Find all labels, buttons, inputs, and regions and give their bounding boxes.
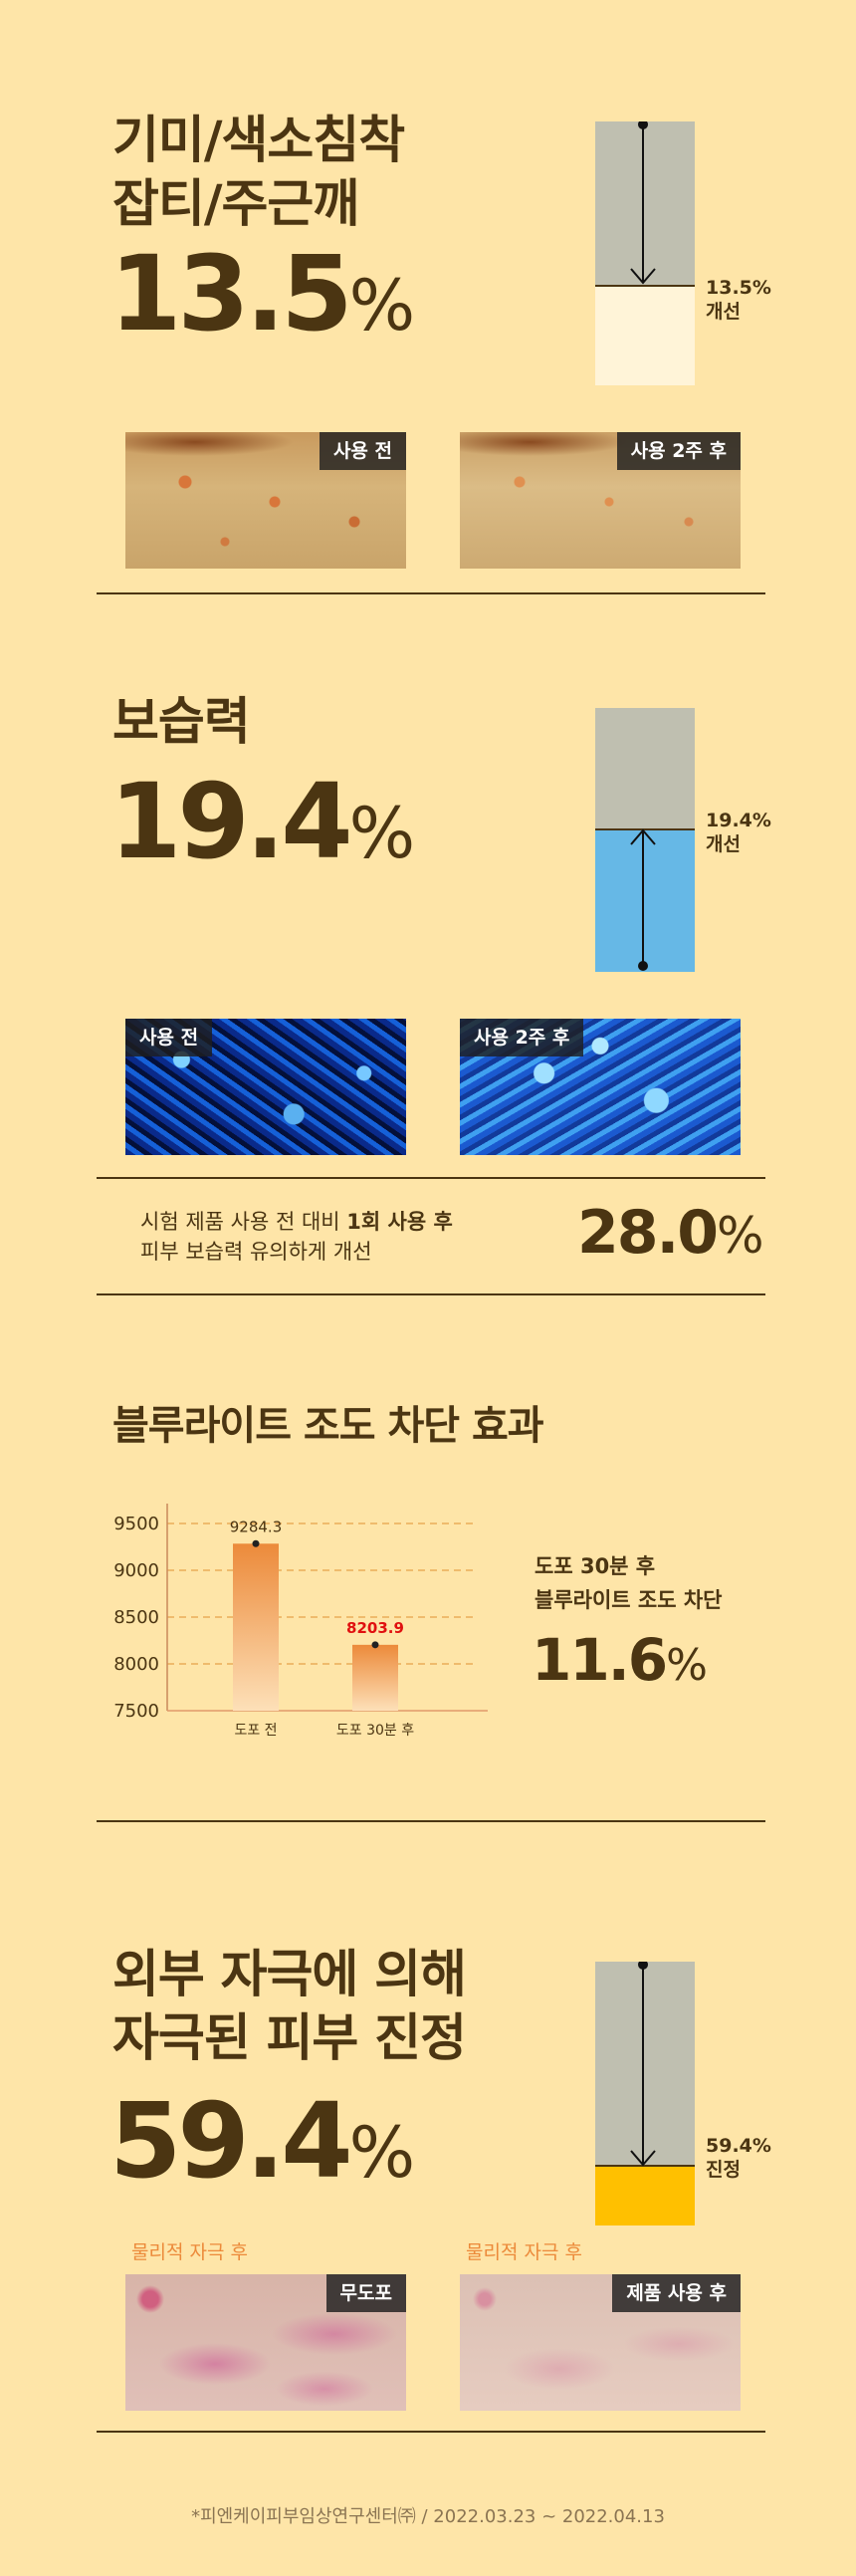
photo-moisture-before: 사용 전 <box>125 1019 406 1155</box>
meter-label-value: 13.5% <box>706 277 771 299</box>
meter-label-text: 개선 <box>706 833 741 855</box>
y-tick-label: 9000 <box>113 1560 159 1581</box>
summary-line: 시험 제품 사용 전 대비 1회 사용 후 <box>140 1210 453 1234</box>
pigmentation-meter <box>595 121 695 385</box>
up-arrow-icon <box>630 828 656 971</box>
moisture-value: 19.4% <box>109 767 415 888</box>
photo-tag: 사용 2주 후 <box>460 1019 584 1056</box>
photo-soothing-treated: 제품 사용 후 <box>460 2274 741 2411</box>
heading-line: 외부 자극에 의해 <box>112 1946 467 2004</box>
x-tick-label: 도포 전 <box>234 1723 277 1739</box>
down-arrow-icon <box>630 121 656 285</box>
heading-line: 자극된 피부 진정 <box>112 2009 467 2068</box>
meter-label-text: 개선 <box>706 301 741 323</box>
meter-fill <box>595 829 695 972</box>
moisture-heading: 보습력 <box>112 693 251 752</box>
bar-point <box>252 1539 260 1547</box>
footnote: *피엔케이피부임상연구센터㈜ / 2022.03.23 ~ 2022.04.13 <box>191 2506 665 2527</box>
photo-tag: 사용 전 <box>319 432 406 470</box>
photo-moisture-after: 사용 2주 후 <box>460 1019 741 1155</box>
meter-fill <box>595 286 695 385</box>
value-unit: % <box>348 793 416 874</box>
bar <box>233 1543 279 1711</box>
divider <box>97 1177 765 1179</box>
meter-label-text: 진정 <box>706 2159 741 2181</box>
photo-tag: 사용 전 <box>125 1019 213 1056</box>
soothing-heading: 외부 자극에 의해 자극된 피부 진정 <box>112 1944 467 2071</box>
soothing-meter <box>595 1962 695 2225</box>
divider <box>97 2431 765 2433</box>
heading-line: 잡티/주근깨 <box>112 175 359 234</box>
y-tick-label: 8000 <box>113 1654 159 1675</box>
pigmentation-meter-label: 13.5% 개선 <box>706 276 771 324</box>
y-tick-label: 9500 <box>113 1514 159 1534</box>
photo-pigmentation-after: 사용 2주 후 <box>460 432 741 569</box>
soothing-meter-label: 59.4% 진정 <box>706 2134 771 2182</box>
photo-tag: 제품 사용 후 <box>612 2274 741 2312</box>
moisture-summary-text: 시험 제품 사용 전 대비 1회 사용 후 피부 보습력 유의하게 개선 <box>140 1207 453 1267</box>
divider <box>97 592 765 594</box>
bluelight-chart: 9500 9000 8500 8000 7500 9284.3 도포 전 8203.9 도포 3… <box>113 1504 488 1739</box>
heading-line: 기미/색소침착 <box>112 112 405 170</box>
side-line: 블루라이트 조도 차단 <box>535 1588 723 1612</box>
divider <box>97 1293 765 1295</box>
photo-tag: 무도포 <box>325 2274 406 2312</box>
bluelight-side-value: 11.6% <box>532 1626 708 1694</box>
side-line: 도포 30분 후 <box>535 1554 656 1578</box>
pigmentation-heading: 기미/색소침착 잡티/주근깨 <box>112 110 405 237</box>
pigmentation-value: 13.5% <box>109 239 415 360</box>
summary-line: 피부 보습력 유의하게 개선 <box>140 1240 372 1264</box>
down-arrow-icon <box>630 1962 656 2167</box>
bluelight-side-text: 도포 30분 후 블루라이트 조도 차단 <box>535 1549 723 1617</box>
value-number: 13.5 <box>109 233 353 354</box>
x-tick-label: 도포 30분 후 <box>336 1723 414 1739</box>
value-number: 59.4 <box>109 2080 353 2202</box>
divider <box>97 1820 765 1822</box>
meter-level-line <box>595 828 695 830</box>
photo-caption: 물리적 자극 후 <box>131 2241 248 2263</box>
bar-point <box>371 1641 379 1649</box>
meter-fill <box>595 2166 695 2225</box>
moisture-meter <box>595 708 695 972</box>
soothing-value: 59.4% <box>109 2086 415 2208</box>
moisture-meter-label: 19.4% 개선 <box>706 809 771 856</box>
photo-caption: 물리적 자극 후 <box>466 2241 582 2263</box>
moisture-summary-value: 28.0% <box>577 1198 764 1268</box>
bluelight-title: 블루라이트 조도 차단 효과 <box>112 1403 544 1449</box>
photo-soothing-untreated: 무도포 <box>125 2274 406 2411</box>
data-label: 8203.9 <box>346 1619 404 1637</box>
meter-level-line <box>595 2165 695 2167</box>
value-unit: % <box>348 2112 416 2194</box>
bar <box>352 1644 398 1711</box>
value-number: 19.4 <box>109 761 353 882</box>
value-unit: % <box>348 265 416 347</box>
data-label: 9284.3 <box>230 1518 283 1535</box>
photo-pigmentation-before: 사용 전 <box>125 432 406 569</box>
meter-level-line <box>595 285 695 287</box>
meter-label-value: 59.4% <box>706 2135 771 2157</box>
photo-tag: 사용 2주 후 <box>616 432 741 470</box>
y-tick-label: 8500 <box>113 1607 159 1628</box>
y-tick-label: 7500 <box>113 1701 159 1722</box>
meter-label-value: 19.4% <box>706 810 771 831</box>
